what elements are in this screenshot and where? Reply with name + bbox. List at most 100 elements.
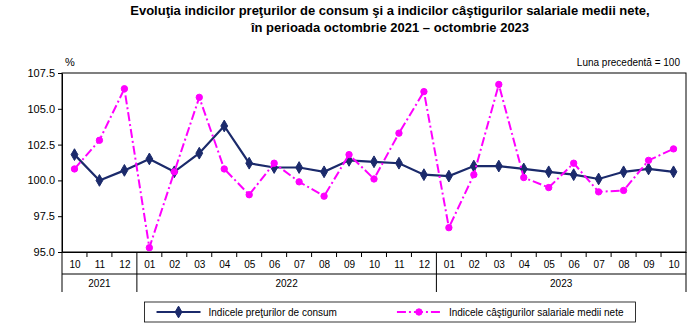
group-separator bbox=[136, 252, 137, 292]
y-tick-mark bbox=[58, 145, 62, 146]
category-separator bbox=[311, 252, 312, 257]
point bbox=[96, 137, 102, 143]
x-tick-label: 12 bbox=[119, 259, 131, 270]
x-tick: 04 bbox=[519, 252, 531, 270]
point bbox=[521, 174, 527, 180]
point bbox=[595, 189, 601, 195]
x-tick-label: 11 bbox=[95, 259, 106, 270]
x-tick-label: 07 bbox=[594, 259, 606, 270]
title-group: Evoluţia indicilor preţurilor de consum … bbox=[130, 3, 649, 35]
point bbox=[645, 157, 651, 163]
group-row-line bbox=[62, 274, 686, 275]
point bbox=[171, 169, 177, 175]
x-axis: 1011120102030405060708091011120102030405… bbox=[63, 252, 687, 270]
point bbox=[296, 179, 302, 185]
y-axis-line bbox=[62, 74, 63, 253]
point bbox=[196, 94, 202, 100]
x-tick-label: 10 bbox=[668, 259, 680, 270]
y-tick: 105.0 bbox=[27, 103, 62, 115]
x-tick: 05 bbox=[544, 252, 556, 270]
category-separator bbox=[486, 252, 487, 257]
x-tick: 10 bbox=[69, 252, 81, 270]
legend-item: Indicele preţurilor de consum bbox=[157, 306, 337, 318]
point bbox=[396, 157, 403, 169]
category-separator bbox=[386, 252, 387, 257]
y-axis-label: % bbox=[65, 56, 75, 68]
x-tick-label: 09 bbox=[344, 259, 356, 270]
y-tick-label: 102.5 bbox=[27, 139, 55, 151]
point bbox=[146, 245, 152, 251]
y-tick-mark bbox=[58, 73, 62, 74]
point bbox=[620, 166, 627, 178]
category-separator bbox=[161, 252, 162, 257]
x-tick: 12 bbox=[419, 252, 431, 270]
point bbox=[545, 166, 552, 178]
x-tick: 10 bbox=[668, 252, 680, 270]
y-tick-label: 97.5 bbox=[34, 210, 55, 222]
y-tick-label: 105.0 bbox=[27, 103, 55, 115]
point bbox=[445, 170, 452, 182]
y-tick-mark bbox=[58, 252, 62, 253]
category-separator bbox=[186, 252, 187, 257]
x-tick-label: 11 bbox=[394, 259, 405, 270]
point bbox=[570, 160, 576, 166]
category-separator bbox=[111, 252, 112, 257]
series-line bbox=[74, 84, 673, 247]
point bbox=[121, 164, 128, 176]
y-tick: 97.5 bbox=[34, 210, 62, 222]
point bbox=[296, 162, 303, 174]
x-tick-label: 02 bbox=[469, 259, 481, 270]
category-separator bbox=[661, 252, 662, 257]
x-tick: 02 bbox=[469, 252, 481, 270]
category-separator bbox=[411, 252, 412, 257]
x-tick: 10 bbox=[369, 252, 381, 270]
category-separator bbox=[536, 252, 537, 257]
x-group-label: 2023 bbox=[550, 278, 573, 289]
legend-marker bbox=[175, 306, 182, 318]
legend-marker bbox=[416, 309, 422, 315]
x-tick-label: 02 bbox=[169, 259, 181, 270]
point bbox=[595, 173, 602, 185]
x-tick: 12 bbox=[119, 252, 131, 270]
point bbox=[645, 163, 652, 175]
x-tick-label: 04 bbox=[219, 259, 231, 270]
y-tick: 102.5 bbox=[27, 139, 62, 151]
y-tick-label: 107.5 bbox=[27, 67, 55, 79]
category-separator bbox=[586, 252, 587, 257]
y-tick-label: 100.0 bbox=[27, 174, 55, 186]
group-separator bbox=[686, 252, 687, 292]
x-tick-label: 06 bbox=[269, 259, 281, 270]
point bbox=[246, 192, 252, 198]
x-tick: 09 bbox=[643, 252, 655, 270]
x-tick-label: 10 bbox=[69, 259, 81, 270]
category-separator bbox=[511, 252, 512, 257]
x-tick-label: 09 bbox=[643, 259, 655, 270]
x-tick: 05 bbox=[244, 252, 256, 270]
x-tick-label: 05 bbox=[244, 259, 256, 270]
x-tick: 01 bbox=[144, 252, 156, 270]
point bbox=[421, 169, 428, 181]
point bbox=[346, 151, 352, 157]
category-separator bbox=[86, 252, 87, 257]
point bbox=[221, 120, 228, 132]
x-tick-label: 03 bbox=[494, 259, 506, 270]
category-separator bbox=[261, 252, 262, 257]
category-separator bbox=[561, 252, 562, 257]
x-tick: 11 bbox=[394, 252, 405, 270]
x-tick: 11 bbox=[95, 252, 106, 270]
x-tick: 06 bbox=[269, 252, 281, 270]
point bbox=[546, 184, 552, 190]
x-tick-label: 07 bbox=[294, 259, 306, 270]
point bbox=[271, 160, 277, 166]
x-axis-line bbox=[63, 252, 687, 253]
point bbox=[570, 169, 577, 181]
x-group-label: 2022 bbox=[276, 278, 299, 289]
x-tick: 03 bbox=[494, 252, 506, 270]
category-separator bbox=[361, 252, 362, 257]
point bbox=[670, 166, 677, 178]
x-tick: 09 bbox=[344, 252, 356, 270]
x-tick-label: 01 bbox=[144, 259, 156, 270]
x-tick-label: 12 bbox=[419, 259, 431, 270]
point bbox=[421, 88, 427, 94]
point bbox=[371, 156, 378, 168]
